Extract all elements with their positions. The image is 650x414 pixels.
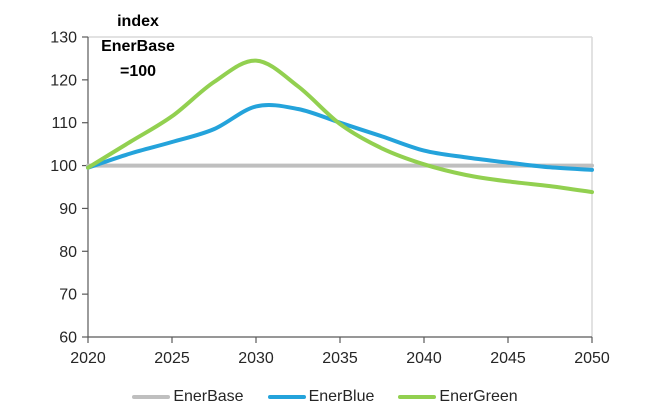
series-line-enerblue	[86, 103, 594, 172]
y-tick-label: 90	[59, 201, 77, 218]
y-tick-label: 60	[59, 330, 77, 347]
legend-label: EnerBase	[173, 388, 244, 405]
legend-label: EnerGreen	[439, 388, 518, 405]
x-tick-label: 2045	[490, 350, 526, 367]
x-tick-label: 2030	[238, 350, 274, 367]
legend-dash-icon	[267, 395, 306, 399]
legend-item-enerbase: EnerBase	[132, 388, 244, 406]
legend-item-energreen: EnerGreen	[398, 388, 518, 406]
legend-dash-icon	[398, 395, 437, 399]
x-tick-label: 2035	[322, 350, 358, 367]
x-tick-label: 2020	[70, 350, 106, 367]
y-tick-label: 100	[50, 158, 77, 175]
x-tick-label: 2050	[574, 350, 610, 367]
chart-legend: EnerBase EnerBlue EnerGreen	[0, 388, 650, 406]
y-tick-label: 130	[50, 30, 77, 47]
y-tick-label: 70	[59, 287, 77, 304]
x-tick-label: 2025	[154, 350, 190, 367]
y-tick-label: 80	[59, 244, 77, 261]
series-line-energreen	[86, 58, 594, 195]
x-tick-label: 2040	[406, 350, 442, 367]
legend-label: EnerBlue	[308, 388, 375, 405]
y-tick-label: 110	[51, 115, 77, 132]
legend-dash-icon	[132, 395, 171, 399]
legend-item-enerblue: EnerBlue	[267, 388, 375, 406]
y-tick-label: 120	[50, 72, 77, 89]
